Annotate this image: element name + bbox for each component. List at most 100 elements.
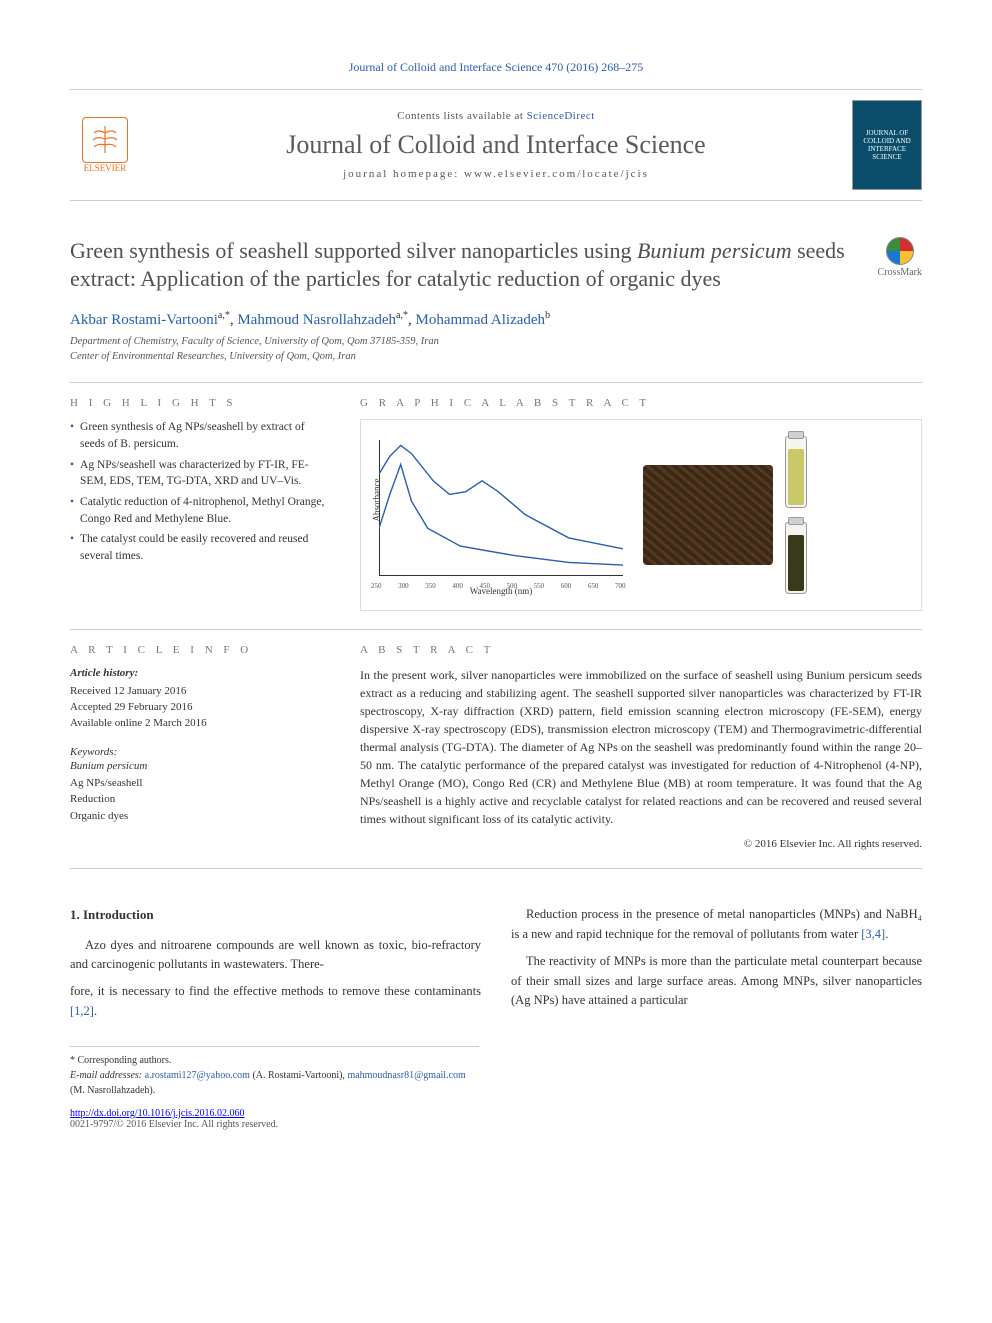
article-history: Article history: Received 12 January 201…: [70, 666, 330, 732]
highlight-item: •Green synthesis of Ag NPs/seashell by e…: [70, 419, 330, 452]
x-tick: 650: [588, 582, 599, 590]
x-tick: 600: [561, 582, 572, 590]
keyword: Reduction: [70, 791, 330, 808]
intro-para: fore, it is necessary to find the effect…: [70, 982, 481, 1021]
crossmark-badge[interactable]: CrossMark: [878, 237, 922, 278]
email-link[interactable]: mahmoudnasr81@gmail.com: [347, 1070, 465, 1081]
seeds-photo: [643, 465, 773, 565]
sciencedirect-link[interactable]: ScienceDirect: [527, 110, 595, 122]
abstract-text: In the present work, silver nanoparticle…: [360, 666, 922, 828]
issn-copyright: 0021-9797/© 2016 Elsevier Inc. All right…: [70, 1119, 278, 1130]
author-3-sup: b: [545, 310, 550, 321]
ref-link[interactable]: [1,2]: [70, 1004, 94, 1018]
journal-cover-thumb: JOURNAL OF COLLOID AND INTERFACE SCIENCE: [852, 100, 922, 190]
highlights-label: H I G H L I G H T S: [70, 397, 330, 409]
affiliations: Department of Chemistry, Faculty of Scie…: [70, 335, 922, 364]
publisher-logo: ELSEVIER: [70, 105, 140, 185]
elsevier-tree-icon: [82, 117, 128, 163]
abstract-copyright: © 2016 Elsevier Inc. All rights reserved…: [360, 838, 922, 850]
citation: Journal of Colloid and Interface Science…: [70, 60, 922, 75]
bullet-icon: •: [70, 419, 74, 452]
history-accepted: Accepted 29 February 2016: [70, 700, 330, 716]
history-online: Available online 2 March 2016: [70, 716, 330, 732]
contents-available: Contents lists available at ScienceDirec…: [158, 110, 834, 122]
x-tick: 400: [452, 582, 463, 590]
divider: [70, 629, 922, 630]
highlight-text: Ag NPs/seashell was characterized by FT-…: [80, 457, 330, 490]
keyword: Organic dyes: [70, 808, 330, 825]
intro-para: The reactivity of MNPs is more than the …: [511, 952, 922, 1010]
crossmark-icon: [886, 237, 914, 265]
corresponding-note: * Corresponding authors.: [70, 1053, 479, 1068]
affiliation-a: Department of Chemistry, Faculty of Scie…: [70, 335, 922, 350]
author-2-sup: a,*: [396, 310, 408, 321]
vial-a-liquid: [788, 449, 804, 505]
affiliation-b: Center of Environmental Researches, Univ…: [70, 350, 922, 365]
journal-header: ELSEVIER Contents lists available at Sci…: [70, 89, 922, 201]
email-link[interactable]: a.rostami127@yahoo.com: [145, 1070, 250, 1081]
abstract-label: A B S T R A C T: [360, 644, 922, 656]
journal-name: Journal of Colloid and Interface Science: [158, 130, 834, 160]
highlight-item: •Catalytic reduction of 4-nitrophenol, M…: [70, 494, 330, 527]
x-tick: 450: [479, 582, 490, 590]
title-part-1: Green synthesis of seashell supported si…: [70, 238, 637, 263]
author-1[interactable]: Akbar Rostami-Vartooni: [70, 312, 218, 328]
highlight-item: •Ag NPs/seashell was characterized by FT…: [70, 457, 330, 490]
homepage-prefix: journal homepage:: [343, 168, 464, 180]
title-species: Bunium persicum: [637, 238, 792, 263]
homepage-url: www.elsevier.com/locate/jcis: [464, 168, 649, 180]
highlights-list: •Green synthesis of Ag NPs/seashell by e…: [70, 419, 330, 564]
highlight-item: •The catalyst could be easily recovered …: [70, 531, 330, 564]
x-tick: 300: [398, 582, 409, 590]
divider: [70, 382, 922, 383]
keyword: Ag NPs/seashell: [70, 775, 330, 792]
x-tick: 350: [425, 582, 436, 590]
email-who: (A. Rostami-Vartooni),: [252, 1070, 345, 1081]
ref-link[interactable]: [3,4]: [861, 927, 885, 941]
intro-heading: 1. Introduction: [70, 905, 481, 925]
article-title: Green synthesis of seashell supported si…: [70, 237, 864, 292]
vial-cap-icon: [788, 517, 804, 525]
email-label: E-mail addresses:: [70, 1070, 142, 1081]
email-who: (M. Nasrollahzadeh).: [70, 1085, 155, 1096]
author-3[interactable]: Mohammad Alizadeh: [416, 312, 546, 328]
vial-b-liquid: [788, 535, 804, 591]
graphical-abstract: a b Absorbance Wavelength (nm) 250300350…: [360, 419, 922, 611]
doi-link[interactable]: http://dx.doi.org/10.1016/j.jcis.2016.02…: [70, 1108, 245, 1119]
vial-a: [785, 436, 807, 508]
uv-vis-chart: Absorbance Wavelength (nm) 2503003504004…: [371, 430, 631, 600]
author-2[interactable]: Mahmoud Nasrollahzadeh: [237, 312, 396, 328]
highlight-text: Catalytic reduction of 4-nitrophenol, Me…: [80, 494, 330, 527]
vial-b: [785, 522, 807, 594]
x-tick: 700: [615, 582, 626, 590]
history-label: Article history:: [70, 667, 138, 679]
author-1-sup: a,*: [218, 310, 230, 321]
article-info-label: A R T I C L E I N F O: [70, 644, 330, 656]
doi-block: http://dx.doi.org/10.1016/j.jcis.2016.02…: [70, 1108, 922, 1130]
x-tick: 550: [534, 582, 545, 590]
x-tick: 250: [371, 582, 382, 590]
crossmark-label: CrossMark: [878, 267, 922, 278]
divider: [70, 868, 922, 869]
graphical-abstract-label: G R A P H I C A L A B S T R A C T: [360, 397, 922, 409]
bullet-icon: •: [70, 494, 74, 527]
highlight-text: The catalyst could be easily recovered a…: [80, 531, 330, 564]
vial-cap-icon: [788, 431, 804, 439]
publisher-name: ELSEVIER: [84, 163, 127, 173]
keywords-label: Keywords:: [70, 746, 330, 758]
keywords-list: Bunium persicum Ag NPs/seashell Reductio…: [70, 758, 330, 824]
chart-svg: [379, 440, 623, 576]
intro-para: Azo dyes and nitroarene compounds are we…: [70, 936, 481, 975]
authors-line: Akbar Rostami-Vartoonia,*, Mahmoud Nasro…: [70, 310, 922, 329]
contents-prefix: Contents lists available at: [397, 110, 526, 122]
footnotes: * Corresponding authors. E-mail addresse…: [70, 1046, 479, 1098]
highlight-text: Green synthesis of Ag NPs/seashell by ex…: [80, 419, 330, 452]
body-columns: 1. Introduction Azo dyes and nitroarene …: [70, 905, 922, 1023]
history-received: Received 12 January 2016: [70, 684, 330, 700]
x-tick: 500: [507, 582, 518, 590]
para-text: The reactivity of MNPs is more than the …: [511, 954, 922, 1007]
bullet-icon: •: [70, 531, 74, 564]
para-text: Azo dyes and nitroarene compounds are we…: [70, 938, 481, 971]
journal-homepage: journal homepage: www.elsevier.com/locat…: [158, 168, 834, 180]
bullet-icon: •: [70, 457, 74, 490]
